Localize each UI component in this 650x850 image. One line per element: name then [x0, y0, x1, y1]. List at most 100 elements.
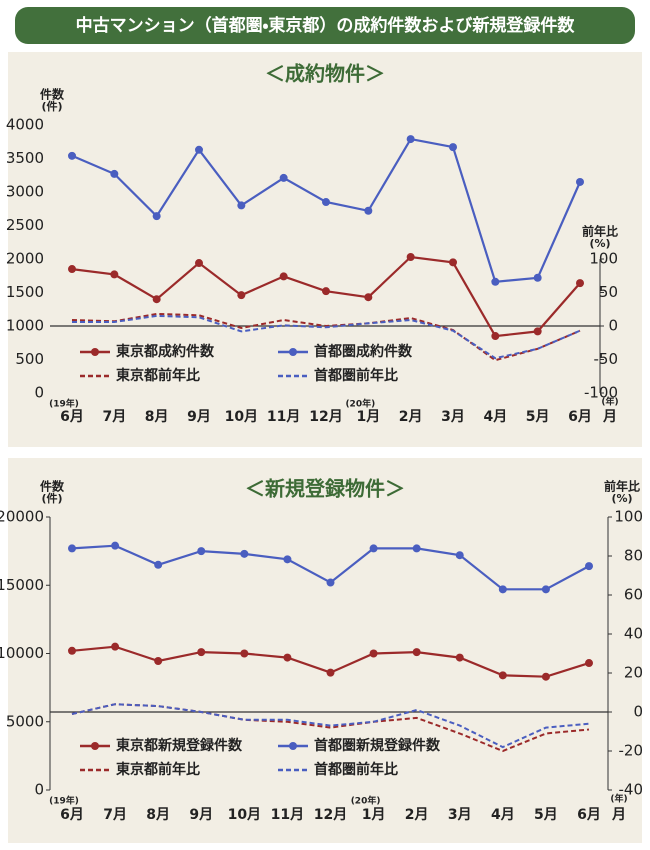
panel — [8, 52, 642, 447]
marker — [322, 198, 330, 207]
x-axis-label: 月 — [602, 409, 617, 425]
marker — [585, 562, 593, 571]
x-tick-label: 8月 — [145, 409, 169, 425]
y2-tick-label: 50 — [599, 283, 618, 301]
y-tick-label: 15000 — [0, 576, 44, 594]
marker — [369, 649, 378, 658]
marker — [154, 560, 163, 569]
panel — [8, 458, 642, 843]
x-tick-label: 6月 — [60, 807, 84, 823]
chart-title: ＜成約物件＞ — [265, 62, 385, 86]
marker — [498, 671, 507, 680]
marker — [279, 272, 288, 281]
x-tick-label: 12月 — [309, 409, 342, 425]
legend-label: 東京都成約件数 — [116, 343, 215, 360]
marker — [455, 551, 464, 560]
x-tick-label: 3月 — [441, 409, 465, 425]
series-line — [71, 703, 590, 749]
x-tick-label: 6月 — [60, 409, 84, 425]
x-tick-label: 4月 — [483, 409, 507, 425]
y-tick-label: 4000 — [6, 116, 44, 134]
marker — [68, 265, 76, 274]
x-tick-label: 6月 — [568, 409, 592, 425]
year-label: (19年) — [49, 795, 79, 807]
x-tick-label: 2月 — [405, 807, 429, 823]
year-label: (19年) — [49, 398, 79, 410]
x-tick-label: 8月 — [146, 807, 170, 823]
legend-marker — [91, 742, 99, 750]
y-axis-label: 件数 — [40, 87, 65, 102]
marker — [110, 169, 119, 178]
x-tick-label: 11月 — [267, 409, 300, 425]
series-line — [71, 703, 590, 753]
x-tick-label: 12月 — [314, 807, 347, 823]
marker — [326, 668, 335, 677]
y2-tick-label: -20 — [619, 742, 644, 760]
x-axis-year-unit: (年) — [610, 793, 627, 805]
marker — [154, 657, 163, 666]
marker — [152, 295, 161, 304]
marker — [326, 578, 335, 587]
marker — [283, 555, 292, 564]
x-tick-label: 5月 — [526, 409, 550, 425]
marker — [279, 173, 288, 182]
marker — [449, 258, 457, 267]
legend-label: 東京都新規登録件数 — [116, 737, 243, 754]
marker — [412, 544, 421, 553]
x-tick-label: 10月 — [228, 807, 261, 823]
x-tick-label: 9月 — [189, 807, 213, 823]
y2-tick-label: 0 — [608, 317, 618, 335]
marker — [541, 672, 550, 681]
marker — [283, 653, 292, 662]
marker — [576, 279, 584, 288]
y2-tick-label: 0 — [633, 703, 643, 721]
marker — [406, 135, 415, 144]
y2-tick-label: 40 — [624, 625, 643, 643]
x-tick-label: 9月 — [187, 409, 211, 425]
marker — [406, 252, 415, 261]
series-line — [71, 312, 581, 362]
marker — [491, 332, 500, 341]
series-line — [72, 314, 581, 360]
y2-axis-unit: (%) — [611, 492, 632, 505]
legend-marker — [289, 348, 297, 356]
legend-label: 東京都前年比 — [116, 367, 200, 384]
y2-axis-unit: (%) — [589, 237, 610, 250]
marker — [576, 177, 584, 186]
x-tick-label: 6月 — [577, 807, 601, 823]
marker — [364, 293, 373, 302]
x-tick-label: 4月 — [491, 807, 515, 823]
x-tick-label: 10月 — [225, 409, 258, 425]
y2-tick-label: 60 — [624, 586, 643, 604]
y2-tick-label: 80 — [624, 547, 643, 565]
legend-label: 首都圏前年比 — [314, 367, 398, 384]
marker — [364, 206, 373, 215]
x-tick-label: 7月 — [102, 409, 126, 425]
marker — [237, 201, 246, 210]
marker — [369, 544, 378, 553]
marker — [541, 585, 550, 594]
y2-axis-label: 前年比 — [604, 479, 640, 494]
marker — [195, 259, 203, 268]
y-tick-label: 3000 — [6, 183, 44, 201]
marker — [240, 549, 249, 558]
y-tick-label: 3500 — [6, 149, 44, 167]
legend-label: 首都圏成約件数 — [314, 343, 413, 360]
marker — [111, 642, 120, 651]
x-tick-label: 5月 — [534, 807, 558, 823]
marker — [491, 277, 500, 286]
x-tick-label: 1月 — [356, 409, 380, 425]
chart-title: ＜新規登録物件＞ — [245, 477, 405, 501]
x-axis-year-unit: (年) — [601, 396, 618, 408]
y-tick-label: 20000 — [0, 508, 44, 526]
y-tick-label: 1500 — [6, 283, 44, 301]
y-tick-label: 2500 — [6, 216, 44, 234]
legend-label: 東京都前年比 — [116, 761, 200, 778]
legend-marker — [289, 742, 297, 750]
legend-marker — [91, 348, 99, 356]
marker — [68, 544, 76, 553]
y-tick-label: 2000 — [6, 250, 44, 268]
marker — [197, 547, 206, 556]
header-bar — [15, 7, 635, 44]
y-axis-unit: (件) — [41, 491, 62, 505]
